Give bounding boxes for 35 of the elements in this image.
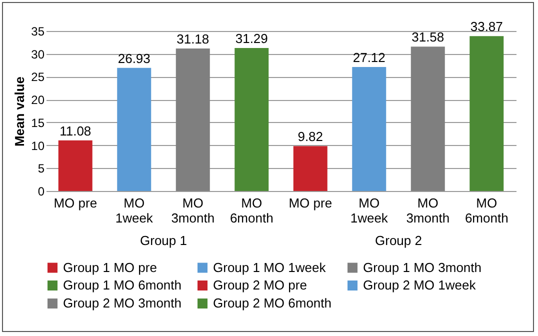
legend-label: Group 2 MO 1week — [363, 278, 476, 292]
legend-label: Group 1 MO pre — [63, 260, 157, 275]
y-tick-label: 35 — [31, 24, 45, 38]
data-label: 31.58 — [412, 30, 444, 45]
x-tick-label: MO 1week — [115, 196, 154, 226]
y-tick-label: 5 — [38, 162, 45, 176]
y-tick-label: 15 — [31, 116, 45, 130]
x-tick-label: MO 3month — [406, 196, 450, 226]
data-label: 9.82 — [298, 129, 324, 144]
y-tick-label: 0 — [38, 184, 45, 198]
legend-label: Group 1 MO 3month — [363, 260, 482, 275]
y-axis-title: Mean value — [12, 76, 28, 147]
text: Group 1 — [140, 233, 187, 248]
legend-label: Group 1 MO 1week — [213, 260, 326, 275]
y-tick-label: 20 — [31, 93, 45, 108]
x-tick-label: MO 6month — [230, 196, 274, 226]
x-tick-label: MO 6month — [464, 196, 508, 226]
x-tick-label: MO 3month — [171, 196, 215, 226]
x-tick-label: MO pre — [288, 196, 332, 210]
legend-label: Group 2 MO 3month — [63, 296, 182, 310]
legend-label: Group 1 MO 6month — [63, 278, 182, 292]
data-label: 26.93 — [118, 50, 150, 66]
y-tick-label: 30 — [31, 47, 45, 62]
data-label: 11.08 — [60, 123, 92, 138]
data-label: 27.12 — [352, 50, 386, 66]
x-tick-label: MO 1week — [350, 196, 388, 226]
y-tick-label: 25 — [31, 70, 45, 84]
data-label: 33.87 — [470, 19, 503, 34]
data-label: 31.29 — [235, 30, 268, 46]
data-label: 31.18 — [176, 31, 210, 46]
y-tick-label: 10 — [31, 138, 45, 153]
text: Group 2 — [375, 233, 422, 248]
legend-label: Group 2 MO 6month — [213, 296, 332, 310]
x-tick-label: MO pre — [54, 196, 98, 210]
legend-label: Group 2 MO pre — [213, 278, 307, 292]
